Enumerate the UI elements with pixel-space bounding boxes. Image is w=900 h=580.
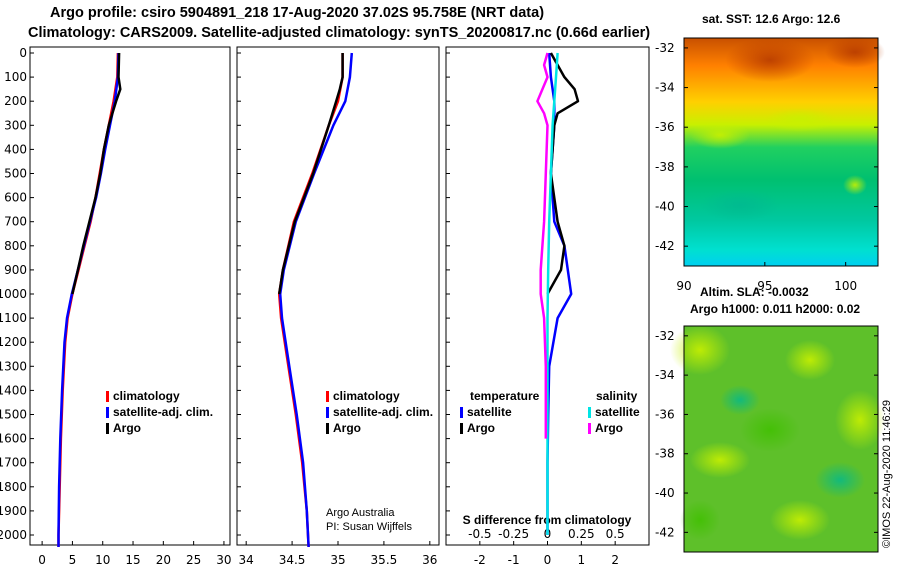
depth-tick-label: 400 (4, 142, 27, 156)
credit-annotation: PI: Susan Wijffels (326, 521, 412, 533)
sst-map-title: sat. SST: 12.6 Argo: 12.6 (702, 12, 841, 26)
legend-swatch (588, 423, 591, 434)
depth-tick-label: 800 (4, 239, 27, 253)
longitude-tick-label: 95 (757, 279, 772, 293)
depth-tick-label: 1200 (0, 335, 27, 349)
temp-diff-tick-label: -1 (508, 553, 520, 567)
salinity-tick-label: 34 (239, 553, 254, 567)
depth-tick-label: 1100 (0, 311, 27, 325)
legend-label: climatology (333, 389, 400, 403)
depth-tick-label: 600 (4, 191, 27, 205)
sal-diff-tick-label: -0.5 (468, 527, 491, 541)
legend-label: satellite-adj. clim. (333, 405, 433, 419)
depth-tick-label: 900 (4, 263, 27, 277)
legend-swatch (460, 423, 463, 434)
depth-tick-label: 2000 (0, 528, 27, 542)
legend-label: satellite (467, 405, 512, 419)
legend-label: satellite-adj. clim. (113, 405, 213, 419)
legend-label: climatology (113, 389, 180, 403)
temperature-tick-label: 20 (156, 553, 171, 567)
legend-swatch (106, 391, 109, 402)
salinity-tick-label: 35.5 (371, 553, 398, 567)
latitude-tick-label: -34 (655, 368, 675, 382)
legend-title-temperature: temperature (470, 389, 540, 403)
longitude-tick-label: 90 (676, 279, 691, 293)
sst-map (683, 36, 885, 267)
temperature-tick-label: 10 (95, 553, 110, 567)
series-line-satellite-adj-clim- (278, 52, 354, 548)
depth-tick-label: 1400 (0, 383, 27, 397)
sla-map-title-1: Altim. SLA: -0.0032 (700, 285, 809, 299)
depth-tick-label: 700 (4, 215, 27, 229)
latitude-tick-label: -38 (655, 160, 675, 174)
temperature-tick-label: 25 (186, 553, 201, 567)
depth-tick-label: 200 (4, 94, 27, 108)
depth-tick-label: 1800 (0, 480, 27, 494)
longitude-tick-label: 100 (834, 279, 857, 293)
sal-diff-tick-label: 0.5 (606, 527, 625, 541)
temperature-tick-label: 0 (38, 553, 46, 567)
latitude-tick-label: -34 (655, 81, 675, 95)
legend-label: Argo (333, 421, 361, 435)
depth-tick-label: 100 (4, 70, 27, 84)
depth-tick-label: 1500 (0, 408, 27, 422)
temperature-panel-frame (29, 46, 231, 546)
depth-tick-label: 1600 (0, 432, 27, 446)
latitude-tick-label: -32 (655, 329, 675, 343)
sal-diff-tick-label: 0.25 (568, 527, 595, 541)
series-line-salinity-argo (536, 52, 549, 439)
temperature-tick-label: 5 (69, 553, 77, 567)
legend-label: Argo (595, 421, 623, 435)
series-line-salinity-satellite (546, 52, 559, 535)
latitude-tick-label: -42 (655, 239, 675, 253)
credit-annotation: Argo Australia (326, 507, 395, 519)
legend-swatch (460, 407, 463, 418)
depth-tick-label: 300 (4, 118, 27, 132)
imos-timestamp: ©IMOS 22-Aug-2020 11:46:29 (881, 400, 893, 548)
latitude-tick-label: -40 (655, 200, 675, 214)
series-line-temperature-satellite (546, 52, 573, 535)
series-line-argo (277, 53, 344, 295)
temp-diff-tick-label: -2 (474, 553, 486, 567)
temperature-tick-label: 15 (125, 553, 140, 567)
temp-diff-tick-label: 0 (544, 553, 552, 567)
temp-diff-tick-label: 1 (578, 553, 586, 567)
legend-swatch (106, 423, 109, 434)
series-line-temperature-argo (546, 52, 580, 295)
salinity-tick-label: 35 (330, 553, 345, 567)
latitude-tick-label: -38 (655, 447, 675, 461)
sla-map-title-2: Argo h1000: 0.011 h2000: 0.02 (690, 302, 861, 316)
temperature-tick-label: 30 (216, 553, 231, 567)
profile-title: Argo profile: csiro 5904891_218 17-Aug-2… (50, 5, 545, 21)
depth-tick-label: 1700 (0, 456, 27, 470)
latitude-tick-label: -40 (655, 486, 675, 500)
salinity-tick-label: 36 (422, 553, 437, 567)
legend-label: satellite (595, 405, 640, 419)
latitude-tick-label: -36 (655, 120, 675, 134)
legend-swatch (106, 407, 109, 418)
latitude-tick-label: -42 (655, 525, 675, 539)
depth-tick-label: 1000 (0, 287, 27, 301)
sla-map (670, 325, 885, 553)
depth-tick-label: 0 (19, 46, 27, 60)
depth-tick-label: 500 (4, 167, 27, 181)
legend-swatch (588, 407, 591, 418)
legend-swatch (326, 407, 329, 418)
latitude-tick-label: -36 (655, 407, 675, 421)
temp-diff-tick-label: 2 (611, 553, 619, 567)
climatology-title: Climatology: CARS2009. Satellite-adjuste… (28, 25, 651, 41)
legend-label: Argo (113, 421, 141, 435)
legend-swatch (326, 423, 329, 434)
sal-diff-tick-label: -0.25 (498, 527, 529, 541)
legend-label: Argo (467, 421, 495, 435)
latitude-tick-label: -32 (655, 41, 675, 55)
depth-tick-label: 1300 (0, 359, 27, 373)
legend-swatch (326, 391, 329, 402)
series-line-argo (71, 52, 122, 295)
legend-title-salinity: salinity (596, 389, 638, 403)
salinity-panel-frame (236, 46, 440, 546)
depth-tick-label: 1900 (0, 504, 27, 518)
salinity-tick-label: 34.5 (279, 553, 306, 567)
